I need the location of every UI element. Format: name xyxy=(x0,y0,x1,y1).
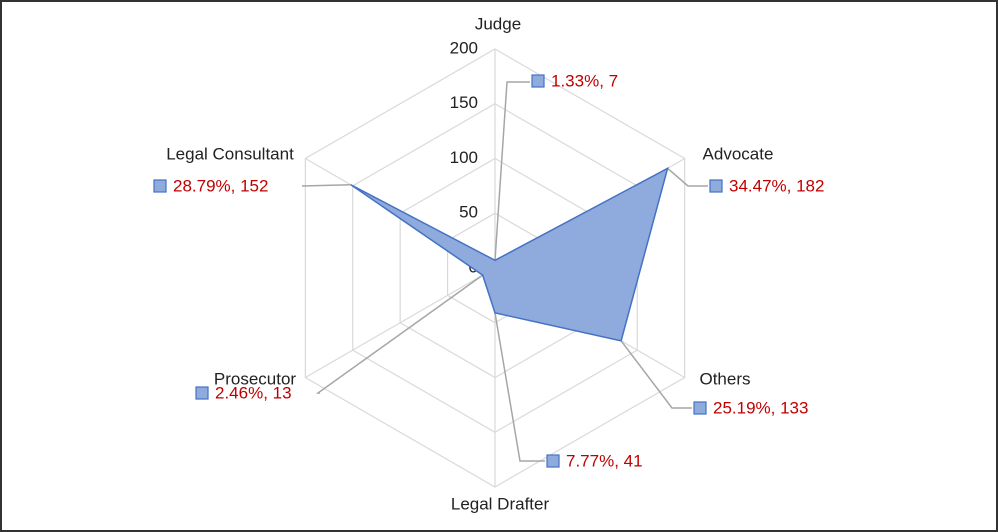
category-label: Legal Consultant xyxy=(166,144,294,163)
y-tick-label: 50 xyxy=(459,203,478,222)
category-label: Others xyxy=(699,369,750,388)
spoke xyxy=(305,267,496,379)
category-label: Judge xyxy=(475,14,521,33)
data-label: 7.77%, 41 xyxy=(566,451,643,470)
label-marker xyxy=(709,179,723,193)
data-label: 1.33%, 7 xyxy=(551,71,618,90)
y-tick-label: 200 xyxy=(450,38,478,57)
label-marker xyxy=(531,74,545,88)
label-marker xyxy=(693,401,707,415)
leader-line xyxy=(315,274,484,394)
radar-area xyxy=(350,166,669,342)
data-label: 28.79%, 152 xyxy=(173,176,268,195)
data-label: 25.19%, 133 xyxy=(713,398,808,417)
category-label: Advocate xyxy=(703,144,774,163)
label-marker xyxy=(546,454,560,468)
label-marker xyxy=(195,386,209,400)
leader-line xyxy=(301,184,351,187)
data-label: 2.46%, 13 xyxy=(215,383,292,402)
y-tick-label: 150 xyxy=(450,93,478,112)
data-label: 34.47%, 182 xyxy=(729,176,824,195)
leader-line xyxy=(667,167,708,187)
y-tick-label: 100 xyxy=(450,148,478,167)
label-marker xyxy=(153,179,167,193)
category-label: Prosecutor xyxy=(214,369,297,388)
leader-line xyxy=(494,81,530,261)
leader-line xyxy=(620,340,692,409)
leader-line xyxy=(494,312,545,462)
category-label: Legal Drafter xyxy=(451,494,550,513)
